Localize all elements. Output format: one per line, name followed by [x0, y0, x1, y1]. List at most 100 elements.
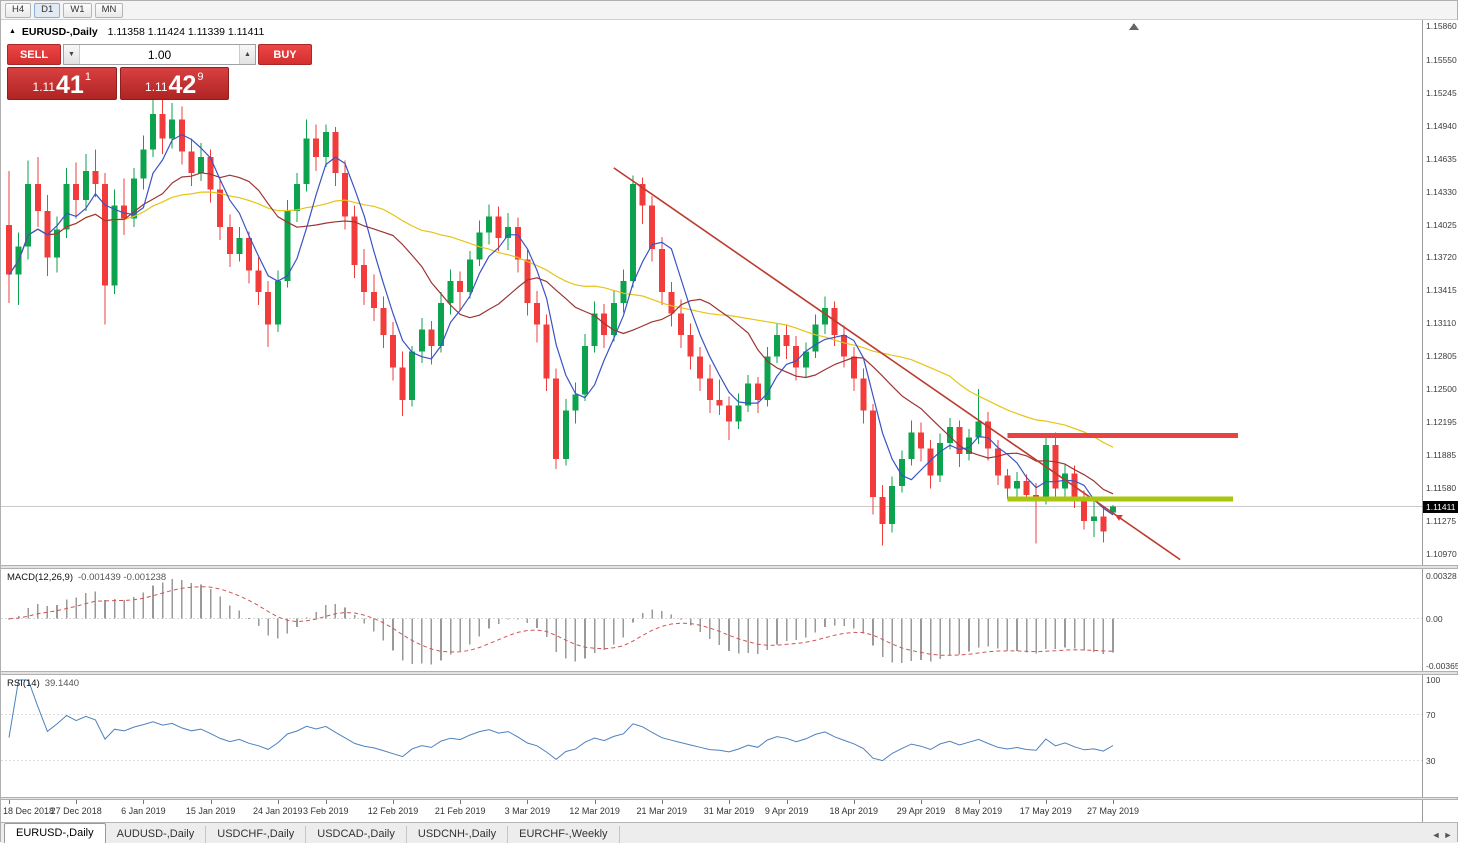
macd-histogram-bar [613, 619, 615, 645]
macd-histogram-bar [459, 619, 461, 651]
macd-histogram-bar [930, 619, 932, 662]
macd-histogram-bar [642, 613, 644, 619]
candle-body [659, 249, 665, 292]
chart-tab-usdcnh[interactable]: USDCNH-,Daily [407, 826, 508, 843]
price-chart-canvas[interactable] [1, 20, 1422, 565]
macd-histogram-bar [440, 619, 442, 661]
candle-body [716, 400, 722, 405]
chart-tab-eurchf[interactable]: EURCHF-,Weekly [508, 826, 619, 843]
macd-histogram-bar [27, 608, 29, 619]
volume-decrease-button[interactable]: ▼ [64, 45, 80, 64]
chart-tab-eurusd[interactable]: EURUSD-,Daily [4, 823, 106, 843]
rsi-label: RSI(14) [7, 678, 40, 689]
macd-histogram-bar [661, 611, 663, 619]
macd-histogram-bar [1064, 619, 1066, 648]
candle-body [649, 206, 655, 249]
rsi-axis-label: 70 [1426, 710, 1435, 720]
macd-histogram-bar [824, 619, 826, 627]
macd-axis-label: -0.00365 [1426, 661, 1458, 671]
ma-fast-line [9, 135, 1113, 515]
macd-histogram-bar [949, 619, 951, 655]
buy-button[interactable]: BUY [258, 44, 312, 65]
candle-body [937, 443, 943, 475]
candle-body [630, 184, 636, 281]
macd-histogram-bar [335, 604, 337, 619]
candle-body [496, 216, 502, 238]
candle-body [726, 405, 732, 421]
candle-body [1043, 445, 1049, 499]
sell-price-major: 1.11 [33, 80, 55, 94]
price-chart-panel[interactable]: ▲ EURUSD-,Daily 1.11358 1.11424 1.11339 … [1, 20, 1422, 565]
candle-body [448, 281, 454, 303]
candle-body [294, 184, 300, 211]
volume-input[interactable] [80, 45, 239, 64]
chart-tab-usdcad[interactable]: USDCAD-,Daily [306, 826, 407, 843]
candle-body [140, 150, 146, 179]
macd-panel[interactable]: MACD(12,26,9)-0.001439 -0.001238 [1, 569, 1422, 671]
time-axis-tick [9, 800, 10, 804]
macd-histogram-bar [987, 619, 989, 647]
candle-body [467, 260, 473, 292]
timeframe-button-d1[interactable]: D1 [34, 3, 60, 18]
rsi-panel[interactable]: RSI(14)39.1440 [1, 675, 1422, 797]
macd-histogram-bar [229, 605, 231, 618]
price-axis-label: 1.10970 [1426, 549, 1457, 559]
candle-body [112, 206, 118, 286]
candle-body [332, 132, 338, 173]
price-axis-label: 1.14635 [1426, 154, 1457, 164]
macd-histogram-bar [200, 584, 202, 618]
macd-histogram-bar [757, 619, 759, 654]
tab-scroll-left-icon[interactable]: ◄ [1430, 830, 1442, 840]
macd-histogram-bar [776, 619, 778, 645]
timeframe-button-mn[interactable]: MN [95, 3, 124, 18]
macd-histogram-bar [651, 609, 653, 618]
time-axis-tick [729, 800, 730, 804]
candle-body [198, 157, 204, 173]
price-axis-label: 1.11580 [1426, 483, 1456, 493]
timeframe-button-h4[interactable]: H4 [5, 3, 31, 18]
price-axis-label: 1.15550 [1426, 55, 1457, 65]
timeframe-button-w1[interactable]: W1 [63, 3, 91, 18]
candle-body [1100, 516, 1106, 531]
macd-canvas[interactable] [1, 569, 1422, 671]
macd-histogram-bar [373, 619, 375, 632]
rsi-header: RSI(14)39.1440 [7, 678, 79, 689]
chart-tab-usdchf[interactable]: USDCHF-,Daily [206, 826, 306, 843]
current-price-tag: 1.11411 [1423, 501, 1458, 513]
time-axis-label: 3 Mar 2019 [505, 806, 551, 816]
macd-axis-label: 0.00 [1426, 614, 1443, 624]
macd-histogram-bar [1083, 619, 1085, 651]
price-axis-label: 1.12805 [1426, 351, 1457, 361]
candle-body [323, 132, 329, 157]
candle-body [697, 357, 703, 379]
macd-histogram-bar [191, 583, 193, 619]
candle-body [1024, 481, 1030, 495]
rsi-canvas[interactable] [1, 675, 1422, 797]
candle-body [246, 238, 252, 270]
price-axis-label: 1.13720 [1426, 252, 1457, 262]
macd-histogram-bar [1074, 619, 1076, 649]
chart-tab-audusd[interactable]: AUDUSD-,Daily [106, 826, 207, 843]
macd-histogram-bar [143, 592, 145, 618]
time-axis-tick [1046, 800, 1047, 804]
macd-histogram-bar [853, 619, 855, 629]
tab-scroll-right-icon[interactable]: ► [1442, 830, 1454, 840]
macd-histogram-bar [507, 619, 509, 620]
volume-increase-button[interactable]: ▲ [239, 45, 255, 64]
time-axis-label: 27 May 2019 [1087, 806, 1139, 816]
macd-histogram-bar [536, 619, 538, 628]
price-axis-label: 1.11885 [1426, 450, 1456, 460]
candle-body [860, 378, 866, 410]
macd-histogram-bar [555, 619, 557, 652]
sell-button[interactable]: SELL [7, 44, 61, 65]
macd-histogram-bar [863, 619, 865, 634]
price-axis-label: 1.11275 [1426, 516, 1456, 526]
candle-body [428, 330, 434, 346]
candle-body [256, 270, 262, 292]
time-axis-tick [662, 800, 663, 804]
